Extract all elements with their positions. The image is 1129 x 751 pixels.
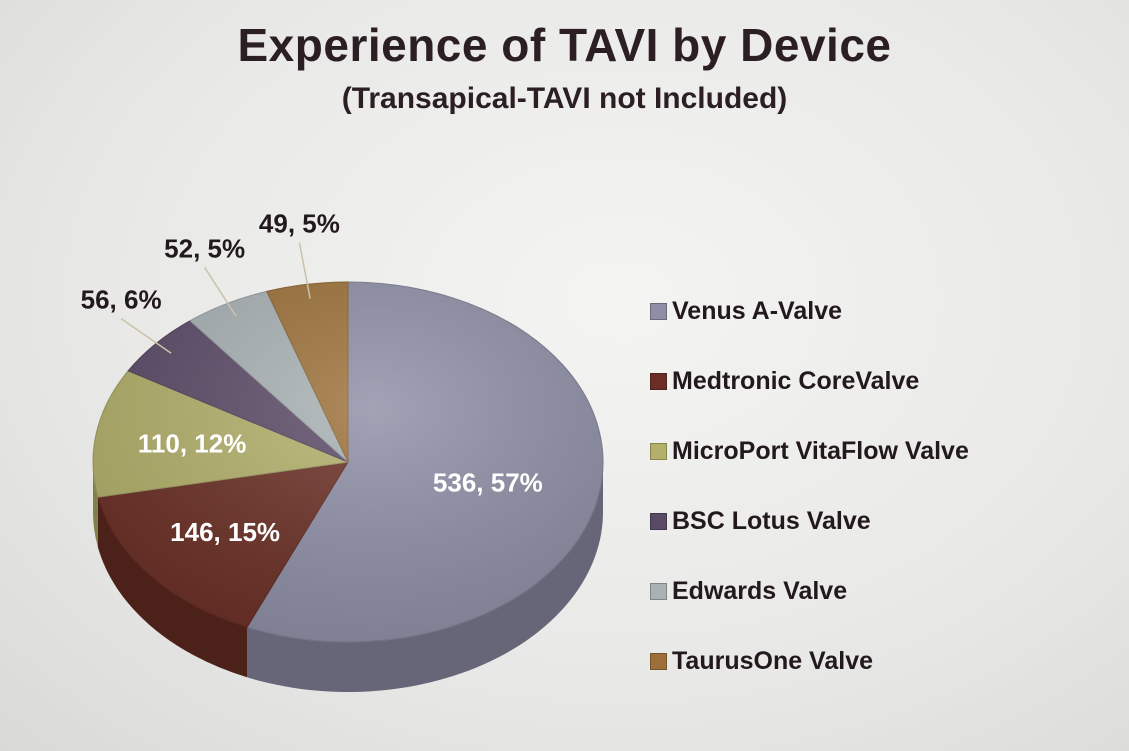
legend-item-3: BSC Lotus Valve [650,486,969,556]
legend-item-0: Venus A-Valve [650,276,969,346]
pie-side-0 [247,462,603,692]
slice-label-2: 110, 12% [138,428,246,458]
leader-line-3 [120,318,172,354]
legend-label-5: TaurusOne Valve [672,646,874,675]
legend: Venus A-Valve Medtronic CoreValve MicroPor… [650,276,969,696]
pie-labels: 536, 57% 146, 15% 110, 12% 56, 6%52, 5% 49, … [81,209,543,548]
pie-shine [93,282,603,642]
slice-label-0: 536, 57% [433,467,543,497]
slice-label-3: 56, 6% [81,285,162,315]
pie-side-1 [97,497,248,678]
slice-label-5: 49, 5% [259,209,340,239]
legend-label-1: Medtronic CoreValve [672,366,920,395]
legend-swatch-0 [650,302,667,320]
pie-leader-lines [120,242,311,354]
slice-label-4: 52, 5% [164,233,245,263]
pie-side-2 [93,462,98,548]
slice-label-1: 146, 15% [170,517,280,547]
pie-tops [92,281,604,643]
legend-item-2: MicroPort VitaFlow Valve [650,416,969,486]
legend-item-5: TaurusOne Valve [650,626,969,696]
legend-swatch-3 [650,512,667,530]
legend-swatch-2 [650,442,667,460]
legend-label-3: BSC Lotus Valve [672,506,871,535]
legend-item-1: Medtronic CoreValve [650,346,969,416]
legend-swatch-1 [650,372,667,390]
leader-line-5 [298,242,311,299]
chart-title: Experience of TAVI by Device [237,19,892,71]
legend-swatch-4 [650,582,667,600]
legend-label-4: Edwards Valve [672,576,848,605]
leader-line-4 [204,267,237,317]
chart-subtitle: (Transapical-TAVI not Included) [341,82,788,115]
legend-label-2: MicroPort VitaFlow Valve [672,436,969,465]
legend-item-4: Edwards Valve [650,556,969,626]
legend-label-0: Venus A-Valve [672,296,842,325]
legend-swatch-5 [650,652,667,670]
pie-sides [93,462,603,692]
